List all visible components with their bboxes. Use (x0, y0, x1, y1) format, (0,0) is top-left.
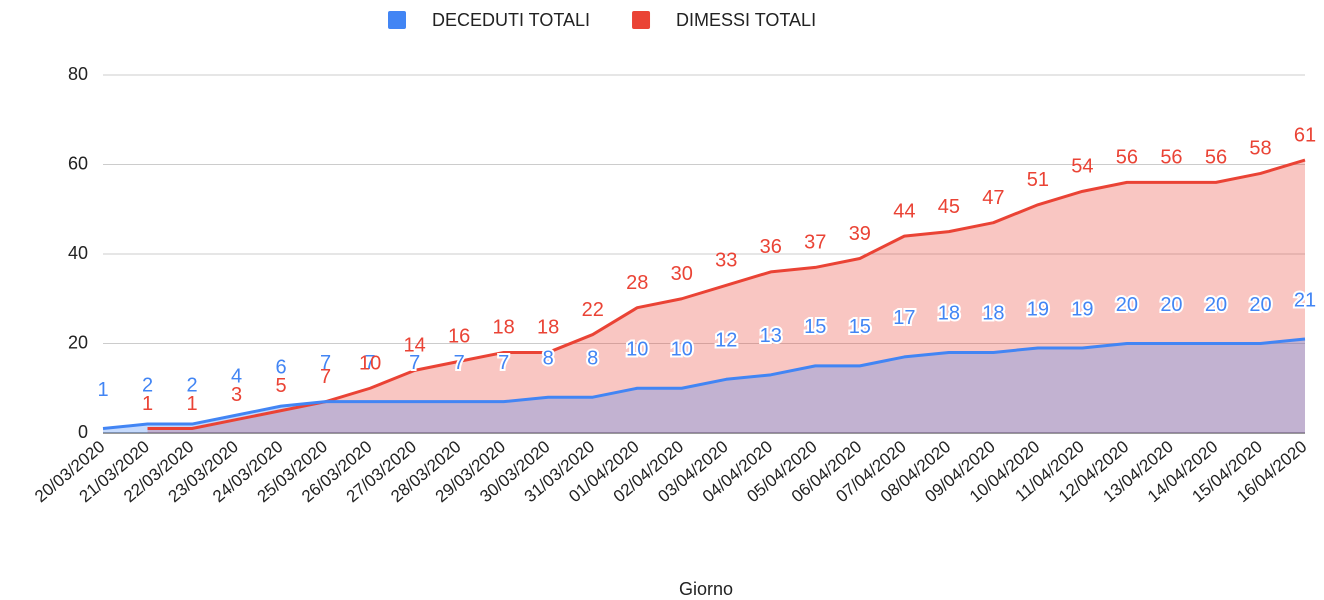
data-label: 33 (715, 250, 737, 272)
data-label: 4 (231, 365, 242, 387)
data-label: 2 (186, 374, 197, 396)
data-label: 1 (97, 379, 108, 401)
data-label: 7 (498, 352, 509, 374)
y-tick-label: 60 (68, 153, 88, 173)
x-axis-title: Giorno (679, 579, 733, 599)
y-tick-label: 80 (68, 64, 88, 84)
area (147, 160, 1305, 433)
data-label: 1 (186, 393, 197, 415)
data-label: 61 (1294, 124, 1316, 146)
line (147, 158, 1306, 431)
data-label: 1 (142, 393, 153, 415)
data-label: 5 (276, 375, 287, 397)
data-label: 28 (626, 272, 648, 294)
data-label: 47 (982, 187, 1004, 209)
data-label: 18 (982, 303, 1004, 325)
data-label: 14 (404, 335, 426, 357)
data-label: 7 (454, 352, 465, 374)
data-label: 17 (893, 307, 915, 329)
data-label: 39 (849, 223, 871, 245)
data-label: 12 (715, 330, 737, 352)
data-label: 36 (760, 236, 782, 258)
data-label: 6 (276, 356, 287, 378)
data-label: 7 (365, 352, 376, 374)
data-label: 2 (142, 374, 153, 396)
data-label: 15 (849, 316, 871, 338)
data-label: 37 (804, 232, 826, 254)
data-label: 3 (231, 384, 242, 406)
data-label: 19 (1071, 298, 1093, 320)
area (103, 339, 1305, 433)
data-label: 7 (409, 352, 420, 374)
data-label: 51 (1027, 169, 1049, 191)
data-label: 7 (320, 352, 331, 374)
data-label: 16 (448, 326, 470, 348)
data-label: 10 (671, 339, 693, 361)
data-label: 18 (938, 303, 960, 325)
data-label: 20 (1160, 294, 1182, 316)
data-label: 56 (1116, 147, 1138, 169)
line (102, 337, 1306, 431)
data-label: 22 (582, 299, 604, 321)
y-tick-label: 0 (78, 422, 88, 442)
legend: DECEDUTI TOTALI DIMESSI TOTALI (388, 10, 816, 30)
legend-swatch (388, 11, 406, 29)
legend-label: DECEDUTI TOTALI (432, 10, 590, 30)
data-label: 20 (1205, 294, 1227, 316)
legend-swatch (632, 11, 651, 29)
data-label: 8 (587, 347, 598, 369)
data-label: 20 (1249, 294, 1271, 316)
data-label: 58 (1249, 138, 1271, 160)
data-label: 56 (1205, 147, 1227, 169)
data-label: 44 (893, 200, 915, 222)
data-label: 15 (804, 316, 826, 338)
legend-label: DIMESSI TOTALI (676, 10, 816, 30)
data-label: 54 (1071, 156, 1093, 178)
data-label: 45 (938, 196, 960, 218)
data-label: 30 (671, 263, 693, 285)
y-tick-label: 40 (68, 243, 88, 263)
data-label: 10 (359, 353, 381, 375)
data-label: 21 (1294, 289, 1316, 311)
data-label: 7 (320, 366, 331, 388)
data-label: 18 (493, 317, 515, 339)
data-label: 56 (1160, 147, 1182, 169)
y-tick-label: 20 (68, 332, 88, 352)
data-label: 13 (760, 325, 782, 347)
data-label: 10 (626, 339, 648, 361)
data-label: 8 (543, 347, 554, 369)
data-label: 20 (1116, 294, 1138, 316)
data-label: 18 (537, 317, 559, 339)
data-label: 19 (1027, 298, 1049, 320)
